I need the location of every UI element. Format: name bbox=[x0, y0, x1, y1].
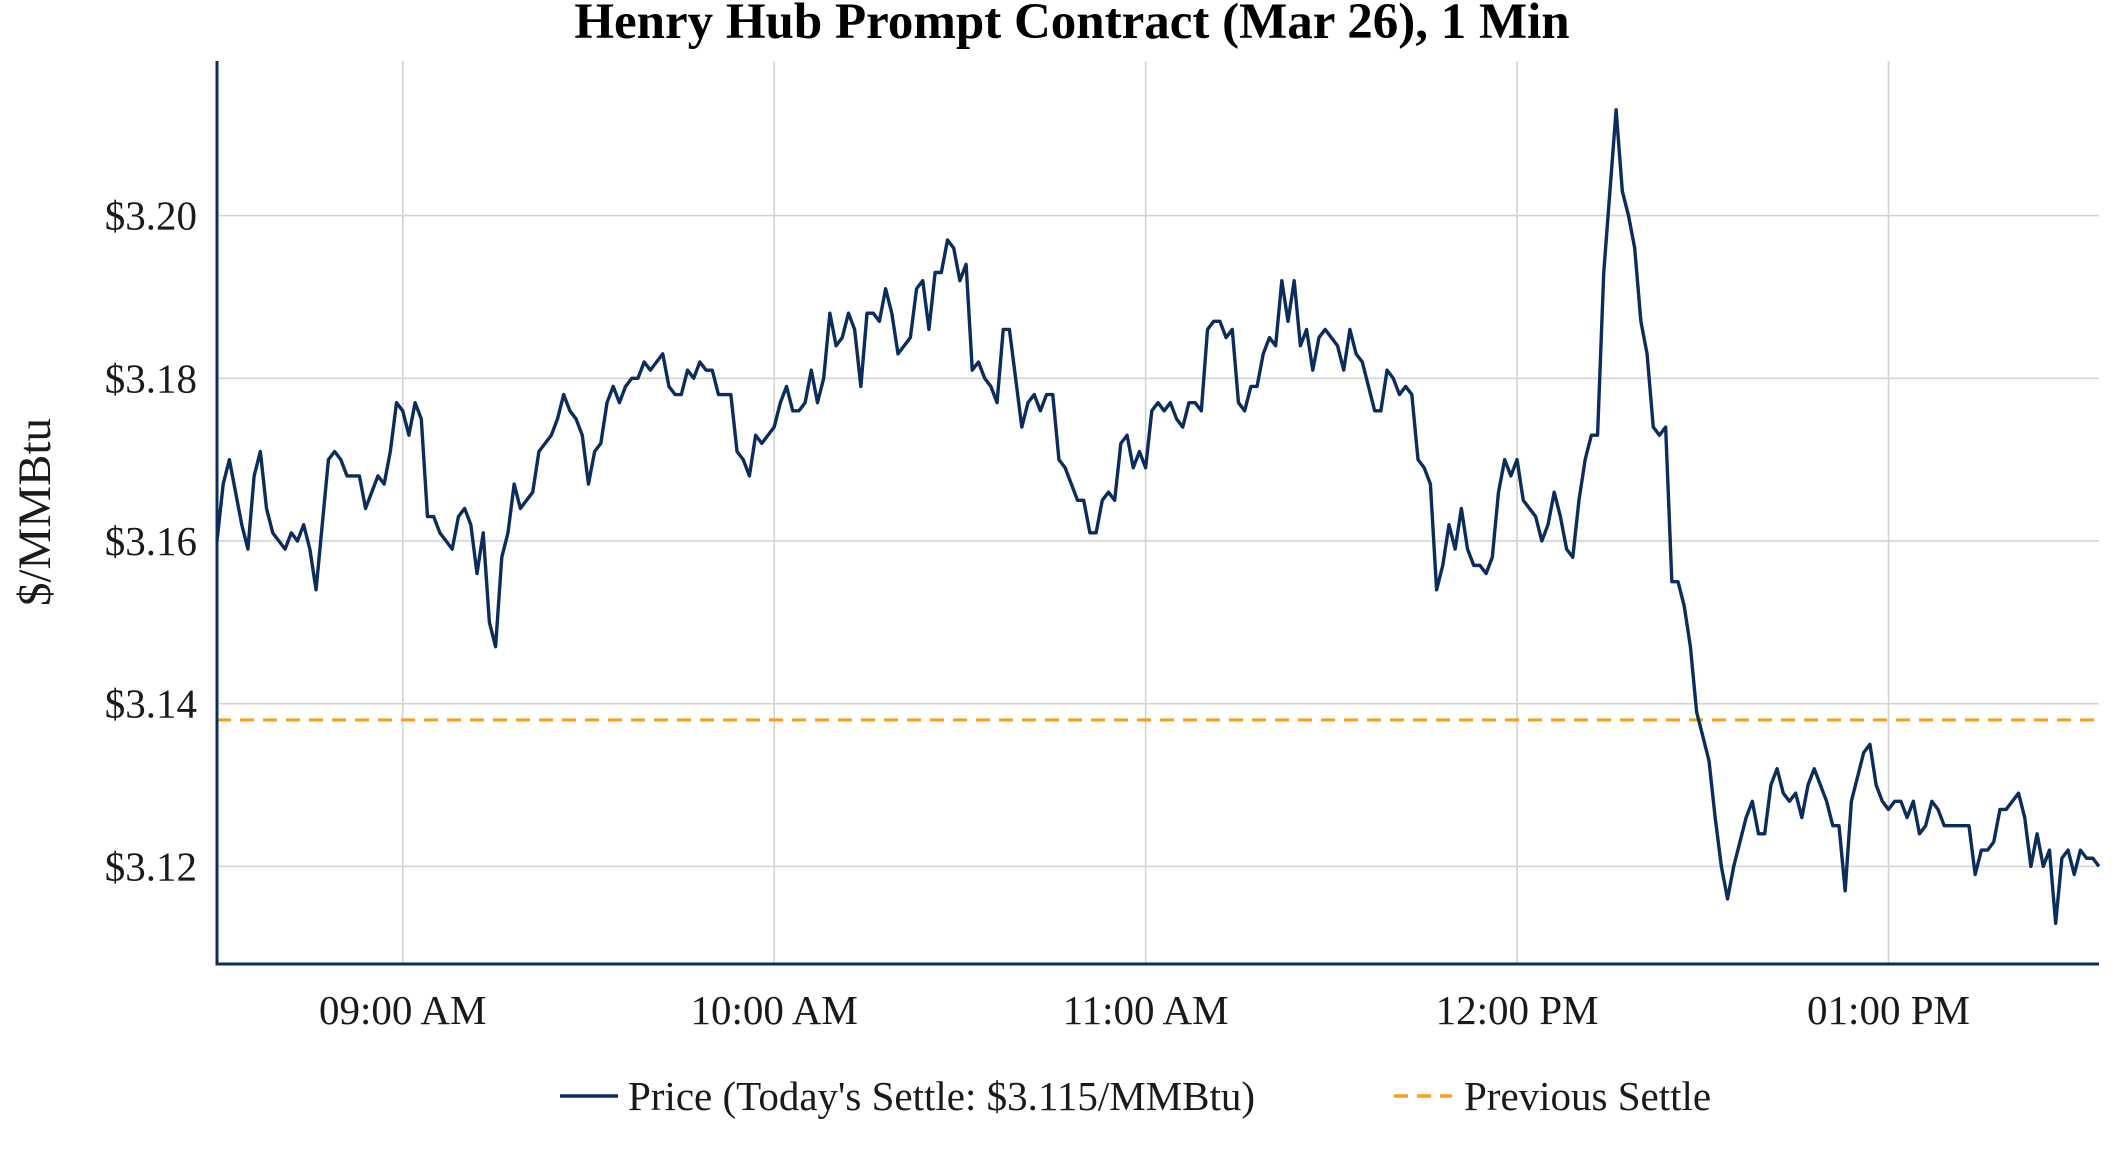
legend: Price (Today's Settle: $3.115/MMBtu) Pre… bbox=[560, 1073, 1711, 1119]
x-tick-label: 01:00 PM bbox=[1807, 987, 1970, 1033]
price-line-layer bbox=[215, 108, 2101, 926]
legend-label-price: Price (Today's Settle: $3.115/MMBtu) bbox=[628, 1073, 1255, 1119]
x-tick-labels: 09:00 AM 10:00 AM 11:00 AM 12:00 PM 01:00 PM bbox=[319, 987, 1970, 1033]
x-tick-label: 12:00 PM bbox=[1436, 987, 1599, 1033]
y-axis-label: $/MMBtu bbox=[9, 418, 61, 606]
y-tick-label: $3.20 bbox=[105, 193, 197, 239]
grid-lines bbox=[217, 61, 2099, 964]
legend-label-previous-settle: Previous Settle bbox=[1464, 1073, 1711, 1119]
y-tick-label: $3.14 bbox=[105, 681, 197, 727]
x-tick-label: 10:00 AM bbox=[690, 987, 857, 1033]
y-tick-label: $3.12 bbox=[105, 843, 197, 889]
price-series-line bbox=[215, 108, 2101, 926]
x-tick-label: 09:00 AM bbox=[319, 987, 486, 1033]
y-tick-labels: $3.12 $3.14 $3.16 $3.18 $3.20 bbox=[105, 193, 197, 890]
y-tick-label: $3.18 bbox=[105, 355, 197, 401]
chart-title: Henry Hub Prompt Contract (Mar 26), 1 Mi… bbox=[574, 0, 1569, 50]
x-tick-label: 11:00 AM bbox=[1063, 987, 1229, 1033]
y-tick-label: $3.16 bbox=[105, 518, 197, 564]
